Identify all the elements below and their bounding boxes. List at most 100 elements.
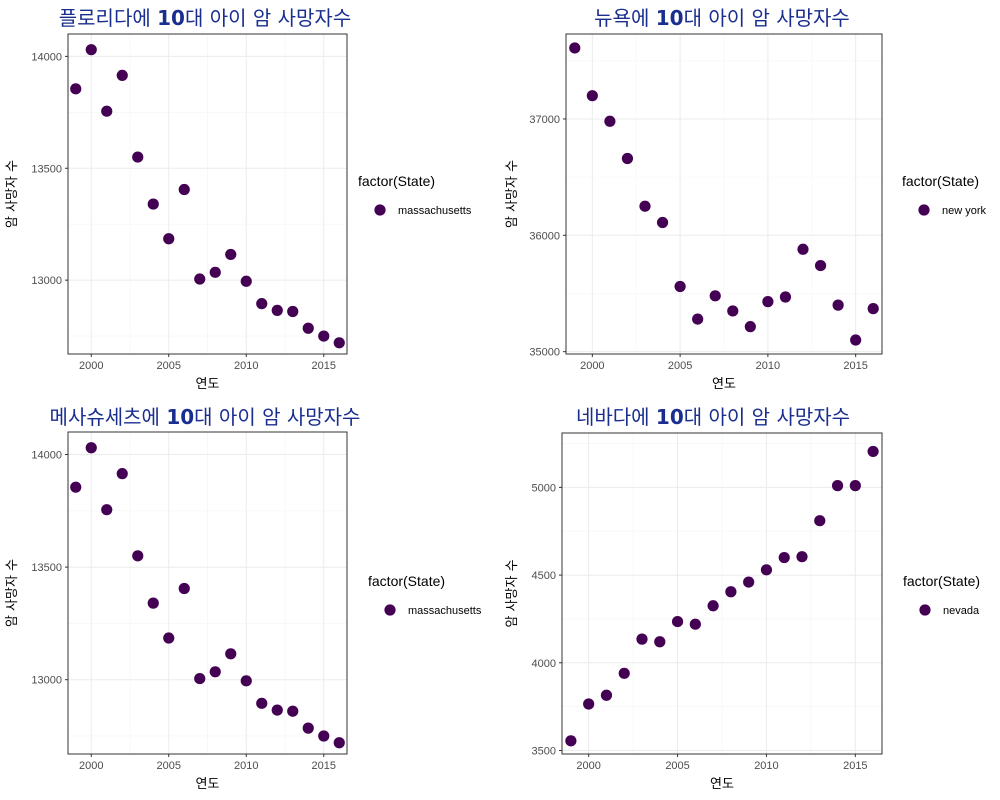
x-tick-label: 2000 — [580, 360, 604, 372]
data-point — [725, 586, 737, 598]
y-axis-label: 암 사망자 수 — [5, 160, 20, 228]
y-tick-label: 36000 — [529, 230, 560, 242]
chart-title-suffix: 대 아이 암 사망자수 — [185, 6, 351, 30]
data-point — [333, 737, 345, 749]
data-point — [302, 322, 314, 334]
data-point — [636, 633, 648, 645]
data-point — [132, 550, 144, 562]
axis-ticks: 2000 2005 2010 2015 35000 36000 37000 — [529, 114, 868, 372]
y-tick-label: 14000 — [31, 51, 62, 63]
data-point — [287, 305, 299, 318]
data-point — [814, 515, 826, 527]
data-point — [194, 273, 206, 285]
chart-title-number: 10 — [166, 405, 194, 429]
data-point — [831, 480, 844, 492]
data-point — [225, 248, 237, 261]
data-point — [209, 666, 221, 678]
data-point — [147, 597, 159, 609]
data-point — [240, 275, 252, 287]
legend-key — [384, 604, 396, 616]
data-points — [70, 44, 345, 349]
legend: factor(State) massachusetts — [358, 173, 472, 217]
x-tick-label: 2010 — [234, 760, 258, 772]
data-point — [194, 672, 206, 685]
data-point — [178, 183, 190, 196]
x-tick-label: 2010 — [234, 360, 258, 372]
axis-ticks: 2000 2005 2010 2015 13000 13500 14000 — [31, 51, 336, 372]
data-point — [302, 722, 314, 734]
x-tick-label: 2005 — [665, 760, 689, 772]
legend-title: factor(State) — [902, 173, 979, 189]
legend-title: factor(State) — [368, 573, 445, 589]
legend-label: massachusetts — [408, 605, 482, 617]
y-tick-label: 13000 — [31, 675, 62, 687]
legend: factor(State) massachusetts — [368, 573, 482, 617]
data-point — [85, 442, 97, 454]
legend-key — [918, 204, 930, 216]
data-point — [318, 730, 330, 742]
data-point — [692, 313, 704, 325]
data-point — [287, 705, 299, 717]
data-point — [569, 42, 581, 54]
chart-title: 뉴욕에 10대 아이 암 사망자수 — [594, 6, 850, 30]
data-point — [604, 115, 616, 127]
data-point — [762, 296, 774, 308]
data-point — [849, 480, 861, 492]
data-point — [70, 83, 82, 95]
chart-panel-new-york: 뉴욕에 10대 아이 암 사망자수 2000 2005 2010 2015 35000 36… — [505, 6, 987, 392]
x-tick-label: 2000 — [576, 760, 600, 772]
data-point — [271, 704, 283, 716]
data-point — [163, 233, 175, 245]
legend-key — [374, 204, 386, 216]
data-point — [814, 259, 827, 272]
data-point — [727, 305, 739, 317]
x-tick-label: 2015 — [312, 360, 336, 372]
data-point — [256, 298, 268, 310]
legend-label: nevada — [943, 605, 980, 617]
data-point — [671, 615, 684, 628]
chart-title-prefix: 뉴욕에 — [594, 6, 656, 30]
data-point — [600, 689, 613, 701]
data-point — [654, 636, 666, 648]
legend-title: factor(State) — [358, 173, 435, 189]
data-points — [569, 42, 879, 346]
legend: factor(State) new york — [902, 173, 987, 217]
y-axis-label: 암 사망자 수 — [505, 160, 520, 228]
plot-frame — [561, 432, 883, 755]
plot-frame — [565, 33, 883, 355]
x-tick-label: 2015 — [843, 760, 867, 772]
data-point — [850, 334, 862, 346]
data-point — [101, 504, 113, 516]
chart-title-number: 10 — [656, 405, 684, 429]
data-point — [674, 280, 686, 293]
chart-title-number: 10 — [157, 6, 185, 30]
data-point — [101, 105, 113, 117]
legend-label: new york — [942, 205, 987, 217]
data-point — [116, 468, 128, 480]
x-tick-label: 2005 — [157, 760, 181, 772]
data-point — [586, 90, 598, 102]
data-point — [85, 44, 97, 56]
data-point — [256, 697, 268, 709]
y-tick-label: 4000 — [532, 658, 556, 670]
data-point — [225, 648, 237, 660]
legend-title: factor(State) — [903, 573, 980, 589]
data-point — [565, 735, 577, 747]
chart-title-prefix: 메사슈세츠에 — [50, 405, 167, 429]
grid — [562, 433, 882, 754]
chart-title: 플로리다에 10대 아이 암 사망자수 — [59, 6, 351, 30]
data-point — [779, 291, 792, 303]
x-tick-label: 2000 — [79, 760, 103, 772]
data-point — [744, 321, 756, 333]
data-point — [797, 243, 809, 255]
chart-panel-massachusetts: 메사슈세츠에 10대 아이 암 사망자수 2000 2005 2010 2015 1300… — [5, 405, 482, 792]
chart-panel-florida: 플로리다에 10대 아이 암 사망자수 2000 2005 2010 2015 13000… — [5, 6, 472, 392]
y-tick-label: 37000 — [529, 114, 560, 126]
data-point — [240, 675, 252, 687]
data-point — [867, 445, 879, 458]
axis-ticks: 2000 2005 2010 2015 13000 13500 14000 — [31, 450, 336, 772]
y-tick-label: 13500 — [31, 562, 62, 574]
y-tick-label: 35000 — [529, 347, 560, 359]
plot-frame — [67, 33, 348, 355]
